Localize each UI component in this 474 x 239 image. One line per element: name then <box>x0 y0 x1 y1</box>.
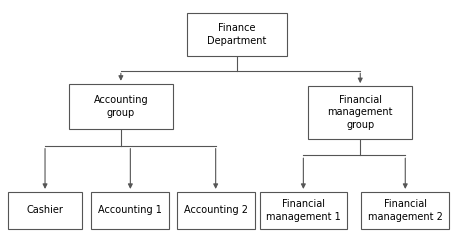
Text: Cashier: Cashier <box>27 205 64 215</box>
FancyBboxPatch shape <box>176 192 255 229</box>
FancyBboxPatch shape <box>361 192 449 229</box>
Text: Accounting 2: Accounting 2 <box>183 205 248 215</box>
Text: Financial
management
group: Financial management group <box>328 95 393 130</box>
FancyBboxPatch shape <box>259 192 347 229</box>
Text: Accounting 1: Accounting 1 <box>99 205 162 215</box>
Text: Financial
management 2: Financial management 2 <box>368 199 443 222</box>
FancyBboxPatch shape <box>308 86 412 139</box>
FancyBboxPatch shape <box>69 84 173 129</box>
FancyBboxPatch shape <box>8 192 82 229</box>
FancyBboxPatch shape <box>91 192 170 229</box>
Text: Accounting
group: Accounting group <box>93 95 148 118</box>
Text: Finance
Department: Finance Department <box>207 23 267 46</box>
Text: Financial
management 1: Financial management 1 <box>266 199 341 222</box>
FancyBboxPatch shape <box>187 13 287 56</box>
